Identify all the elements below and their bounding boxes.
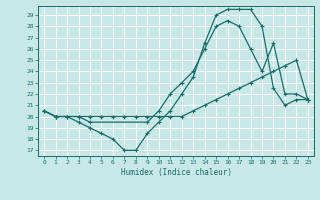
X-axis label: Humidex (Indice chaleur): Humidex (Indice chaleur): [121, 168, 231, 177]
